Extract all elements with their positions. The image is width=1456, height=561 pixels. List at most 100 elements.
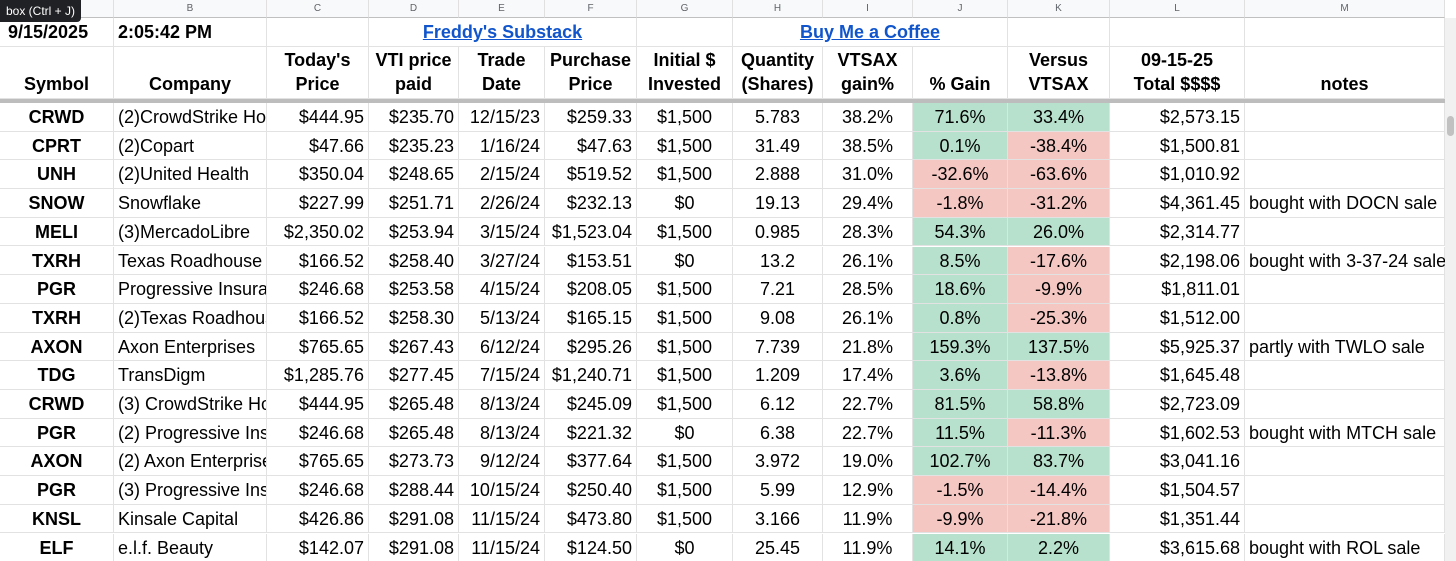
cell-quantity[interactable]: 5.99 — [733, 476, 823, 505]
cell-total[interactable]: $5,925.37 — [1110, 332, 1245, 362]
cell-versus-vtsax[interactable]: 137.5% — [1008, 332, 1110, 362]
cell-trade-date[interactable]: 12/15/23 — [459, 103, 545, 132]
cell-vti-price-paid[interactable]: $277.45 — [369, 361, 459, 390]
cell-purchase-price[interactable]: $47.63 — [545, 131, 637, 161]
cell-todays-price[interactable]: $227.99 — [267, 189, 369, 218]
cell-todays-price[interactable]: $246.68 — [267, 476, 369, 505]
cell-vti-price-paid[interactable]: $291.08 — [369, 504, 459, 534]
cell-vti-price-paid[interactable]: $253.58 — [369, 275, 459, 304]
cell-initial-invested[interactable]: $0 — [637, 418, 733, 448]
cell-versus-vtsax[interactable]: -63.6% — [1008, 160, 1110, 190]
cell-pct-gain[interactable]: -32.6% — [913, 160, 1008, 190]
cell-todays-price[interactable]: $350.04 — [267, 160, 369, 190]
cell-todays-price[interactable]: $765.65 — [267, 447, 369, 477]
column-header-i[interactable]: I — [823, 0, 913, 18]
cell-quantity[interactable]: 25.45 — [733, 533, 823, 561]
cell-vtsax-gain[interactable]: 22.7% — [823, 418, 913, 448]
cell-total[interactable]: $1,811.01 — [1110, 275, 1245, 304]
cell-total[interactable]: $1,512.00 — [1110, 303, 1245, 333]
cell-company[interactable]: e.l.f. Beauty — [114, 533, 267, 561]
column-header-j[interactable]: J — [913, 0, 1008, 18]
cell-company[interactable]: (3) Progressive Insurance — [114, 476, 267, 505]
cell-symbol[interactable]: AXON — [0, 447, 114, 477]
cell-versus-vtsax[interactable]: -21.8% — [1008, 504, 1110, 534]
cell-symbol[interactable]: CRWD — [0, 390, 114, 419]
cell-versus-vtsax[interactable]: 2.2% — [1008, 533, 1110, 561]
cell-quantity[interactable]: 3.972 — [733, 447, 823, 477]
cell-purchase-price[interactable]: $124.50 — [545, 533, 637, 561]
cell-total[interactable]: $1,645.48 — [1110, 361, 1245, 390]
cell-purchase-price[interactable]: $208.05 — [545, 275, 637, 304]
cell-company[interactable]: Kinsale Capital — [114, 504, 267, 534]
cell-company[interactable]: Snowflake — [114, 189, 267, 218]
cell-symbol[interactable]: CPRT — [0, 131, 114, 161]
cell-company[interactable]: Axon Enterprises — [114, 332, 267, 362]
cell-initial-invested[interactable]: $1,500 — [637, 217, 733, 247]
cell-vtsax-gain[interactable]: 38.5% — [823, 131, 913, 161]
cell-purchase-price[interactable]: $1,523.04 — [545, 217, 637, 247]
cell-versus-vtsax[interactable]: -17.6% — [1008, 246, 1110, 276]
cell-total[interactable]: $1,500.81 — [1110, 131, 1245, 161]
cell-versus-vtsax[interactable]: -31.2% — [1008, 189, 1110, 218]
cell-company[interactable]: (2)Copart — [114, 131, 267, 161]
cell-notes[interactable] — [1245, 361, 1445, 390]
cell-company[interactable]: (2)United Health — [114, 160, 267, 190]
empty-cell[interactable] — [267, 18, 369, 47]
cell-total[interactable]: $1,351.44 — [1110, 504, 1245, 534]
cell-initial-invested[interactable]: $1,500 — [637, 447, 733, 477]
header-initial-invested[interactable]: Initial $ Invested — [637, 47, 733, 99]
cell-symbol[interactable]: CRWD — [0, 103, 114, 132]
cell-vtsax-gain[interactable]: 31.0% — [823, 160, 913, 190]
cell-pct-gain[interactable]: 14.1% — [913, 533, 1008, 561]
cell-pct-gain[interactable]: 159.3% — [913, 332, 1008, 362]
cell-quantity[interactable]: 31.49 — [733, 131, 823, 161]
cell-symbol[interactable]: AXON — [0, 332, 114, 362]
cell-purchase-price[interactable]: $245.09 — [545, 390, 637, 419]
cell-quantity[interactable]: 7.739 — [733, 332, 823, 362]
buy-me-a-coffee-link[interactable]: Buy Me a Coffee — [733, 18, 1008, 47]
cell-versus-vtsax[interactable]: 33.4% — [1008, 103, 1110, 132]
cell-total[interactable]: $1,504.57 — [1110, 476, 1245, 505]
cell-vti-price-paid[interactable]: $267.43 — [369, 332, 459, 362]
cell-initial-invested[interactable]: $1,500 — [637, 361, 733, 390]
cell-notes[interactable]: bought with MTCH sale — [1245, 418, 1445, 448]
cell-pct-gain[interactable]: 0.8% — [913, 303, 1008, 333]
cell-trade-date[interactable]: 8/13/24 — [459, 390, 545, 419]
cell-initial-invested[interactable]: $1,500 — [637, 390, 733, 419]
header-notes[interactable]: notes — [1245, 47, 1445, 99]
cell-pct-gain[interactable]: 0.1% — [913, 131, 1008, 161]
cell-trade-date[interactable]: 9/12/24 — [459, 447, 545, 477]
cell-vti-price-paid[interactable]: $235.23 — [369, 131, 459, 161]
cell-vti-price-paid[interactable]: $291.08 — [369, 533, 459, 561]
cell-company[interactable]: (3) CrowdStrike Holdings — [114, 390, 267, 419]
cell-company[interactable]: (2) Progressive Insurance — [114, 418, 267, 448]
cell-purchase-price[interactable]: $153.51 — [545, 246, 637, 276]
cell-trade-date[interactable]: 2/15/24 — [459, 160, 545, 190]
cell-versus-vtsax[interactable]: 83.7% — [1008, 447, 1110, 477]
cell-pct-gain[interactable]: 18.6% — [913, 275, 1008, 304]
header-quantity[interactable]: Quantity (Shares) — [733, 47, 823, 99]
cell-purchase-price[interactable]: $165.15 — [545, 303, 637, 333]
column-header-m[interactable]: M — [1245, 0, 1445, 18]
header-symbol[interactable]: Symbol — [0, 47, 114, 99]
cell-total[interactable]: $3,041.16 — [1110, 447, 1245, 477]
column-header-b[interactable]: B — [114, 0, 267, 18]
cell-vti-price-paid[interactable]: $235.70 — [369, 103, 459, 132]
cell-versus-vtsax[interactable]: -13.8% — [1008, 361, 1110, 390]
empty-cell[interactable] — [1245, 18, 1445, 47]
cell-pct-gain[interactable]: 11.5% — [913, 418, 1008, 448]
cell-vtsax-gain[interactable]: 38.2% — [823, 103, 913, 132]
cell-total[interactable]: $2,314.77 — [1110, 217, 1245, 247]
cell-pct-gain[interactable]: -1.5% — [913, 476, 1008, 505]
cell-trade-date[interactable]: 4/15/24 — [459, 275, 545, 304]
cell-trade-date[interactable]: 3/15/24 — [459, 217, 545, 247]
cell-notes[interactable] — [1245, 275, 1445, 304]
cell-todays-price[interactable]: $166.52 — [267, 303, 369, 333]
cell-notes[interactable] — [1245, 131, 1445, 161]
column-header-g[interactable]: G — [637, 0, 733, 18]
cell-vti-price-paid[interactable]: $265.48 — [369, 390, 459, 419]
empty-cell[interactable] — [1110, 18, 1245, 47]
cell-versus-vtsax[interactable]: -11.3% — [1008, 418, 1110, 448]
cell-total[interactable]: $3,615.68 — [1110, 533, 1245, 561]
cell-initial-invested[interactable]: $0 — [637, 246, 733, 276]
